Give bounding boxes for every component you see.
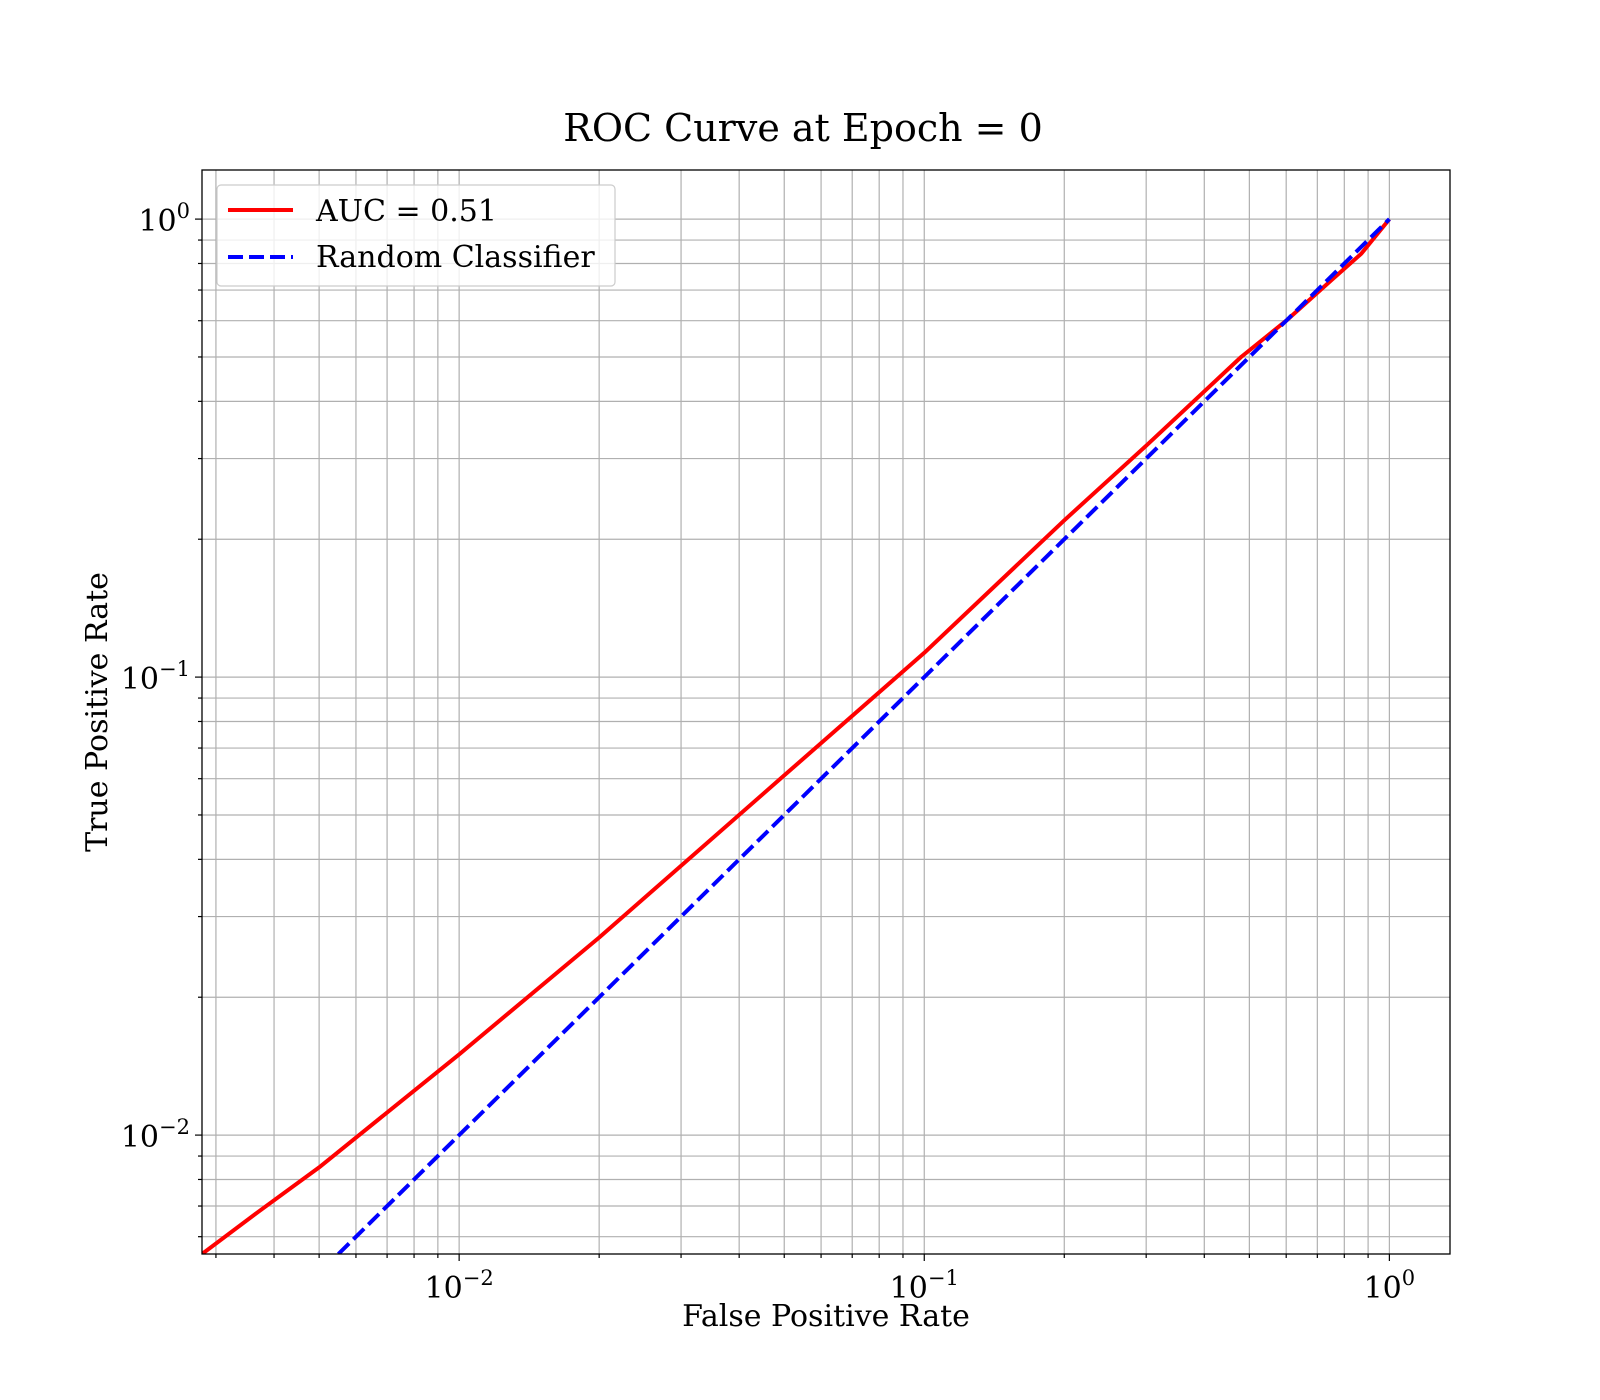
axis-ticks: 10−2 10−1 100 10−2 10−1 100 [121,199,1415,1306]
grid [202,170,1450,1254]
legend: AUC = 0.51 Random Classifier [216,184,616,287]
series-line-random-classifier [336,217,1391,1254]
x-tick-label: 10−2 [425,1266,494,1306]
legend-label-auc: AUC = 0.51 [315,194,497,229]
legend-box [216,184,616,287]
y-axis-label: True Positive Rate [80,572,115,852]
y-tick-label: 10−1 [121,657,190,697]
x-tick-label: 100 [1364,1266,1416,1306]
chart-title: ROC Curve at Epoch = 0 [563,106,1043,150]
plot-frame [201,169,1451,1255]
series-line-auc [202,217,1391,1254]
legend-label-random: Random Classifier [316,240,595,275]
y-tick-label: 100 [138,199,190,239]
x-axis-label: False Positive Rate [682,1299,970,1334]
series-lines [202,217,1391,1254]
y-tick-label: 10−2 [121,1115,190,1155]
x-tick-label: 10−1 [890,1266,959,1306]
